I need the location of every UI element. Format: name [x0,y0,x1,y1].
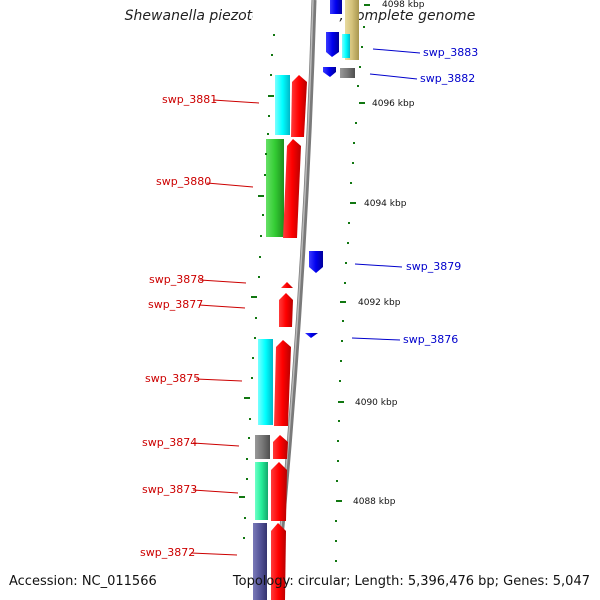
topology-text: Topology: circular; Length: 5,396,476 bp… [232,574,590,589]
gene-label-swp_3875[interactable]: swp_3875 [145,372,200,385]
gene-label-swp_3879[interactable]: swp_3879 [406,260,461,273]
gene-arrow-blue-3876 [305,333,318,338]
gene-label-swp_3878[interactable]: swp_3878 [149,273,204,286]
leader-line-3883 [372,48,421,54]
gene-arrow-red-3881 [291,75,307,137]
leader-line-3876 [351,337,401,341]
gene-label-swp_3876[interactable]: swp_3876 [403,333,458,346]
leader-line-3873 [192,489,239,494]
leader-line-3881 [212,99,260,104]
gene-label-swp_3872[interactable]: swp_3872 [140,546,195,559]
leader-line-3880 [206,182,254,188]
gene-label-swp_3882[interactable]: swp_3882 [420,72,475,85]
gene-label-swp_3883[interactable]: swp_3883 [423,46,478,59]
gene-label-swp_3880[interactable]: swp_3880 [156,175,211,188]
leader-line-3882 [369,73,418,80]
gene-label-swp_3873[interactable]: swp_3873 [142,483,197,496]
gene-block-green-3880 [266,139,284,237]
gene-block-blue-top [330,0,342,14]
kbp-label-4088: 4088 kbp [353,497,396,507]
kbp-label-4090: 4090 kbp [355,398,398,408]
gene-label-swp_3877[interactable]: swp_3877 [148,298,203,311]
gene-arrow-blue-small [323,67,336,77]
leader-line-3877 [198,304,246,309]
kbp-label-4092: 4092 kbp [358,298,401,308]
gene-arrow-blue-3879 [309,251,323,273]
gene-arrow-red-3875 [274,340,291,426]
forward-gene-labels: swp_3881 swp_3880 swp_3878 swp_3877 swp_… [140,93,260,559]
gene-block-gray-3874 [255,435,270,459]
leader-line-3875 [195,378,243,382]
leader-line-3878 [199,279,247,284]
leader-line-3874 [192,442,240,447]
accession-text: Accession: NC_011566 [9,574,157,589]
gene-block-teal-3873 [255,462,268,520]
gene-arrow-red-3874 [273,435,288,459]
gene-arrow-red-3872 [271,523,286,600]
gene-block-cyan-small [342,34,350,58]
tick-marks-left [239,34,275,539]
gene-block-slate-3872 [253,523,267,600]
reverse-gene-labels: swp_3883 swp_3882 swp_3879 swp_3876 [351,46,478,346]
gene-arrow-red-3877 [279,293,293,327]
gene-arrow-red-3880 [283,139,301,238]
kbp-label-4094: 4094 kbp [364,199,407,209]
gene-block-cyan-3881 [275,75,290,135]
leader-line-3879 [354,263,403,268]
gene-block-cyan-3875 [258,339,273,425]
gene-block-gray-small [340,68,355,78]
gene-label-swp_3881[interactable]: swp_3881 [162,93,217,106]
kbp-label-4098: 4098 kbp [382,0,425,10]
tick-marks-right [335,4,370,562]
gene-arrow-red-3878 [281,282,293,288]
kbp-label-4096: 4096 kbp [372,99,415,109]
gene-arrow-red-3873 [271,462,287,521]
leader-line-3872 [190,552,238,556]
gene-label-swp_3874[interactable]: swp_3874 [142,436,197,449]
gene-arrow-blue [326,32,339,57]
